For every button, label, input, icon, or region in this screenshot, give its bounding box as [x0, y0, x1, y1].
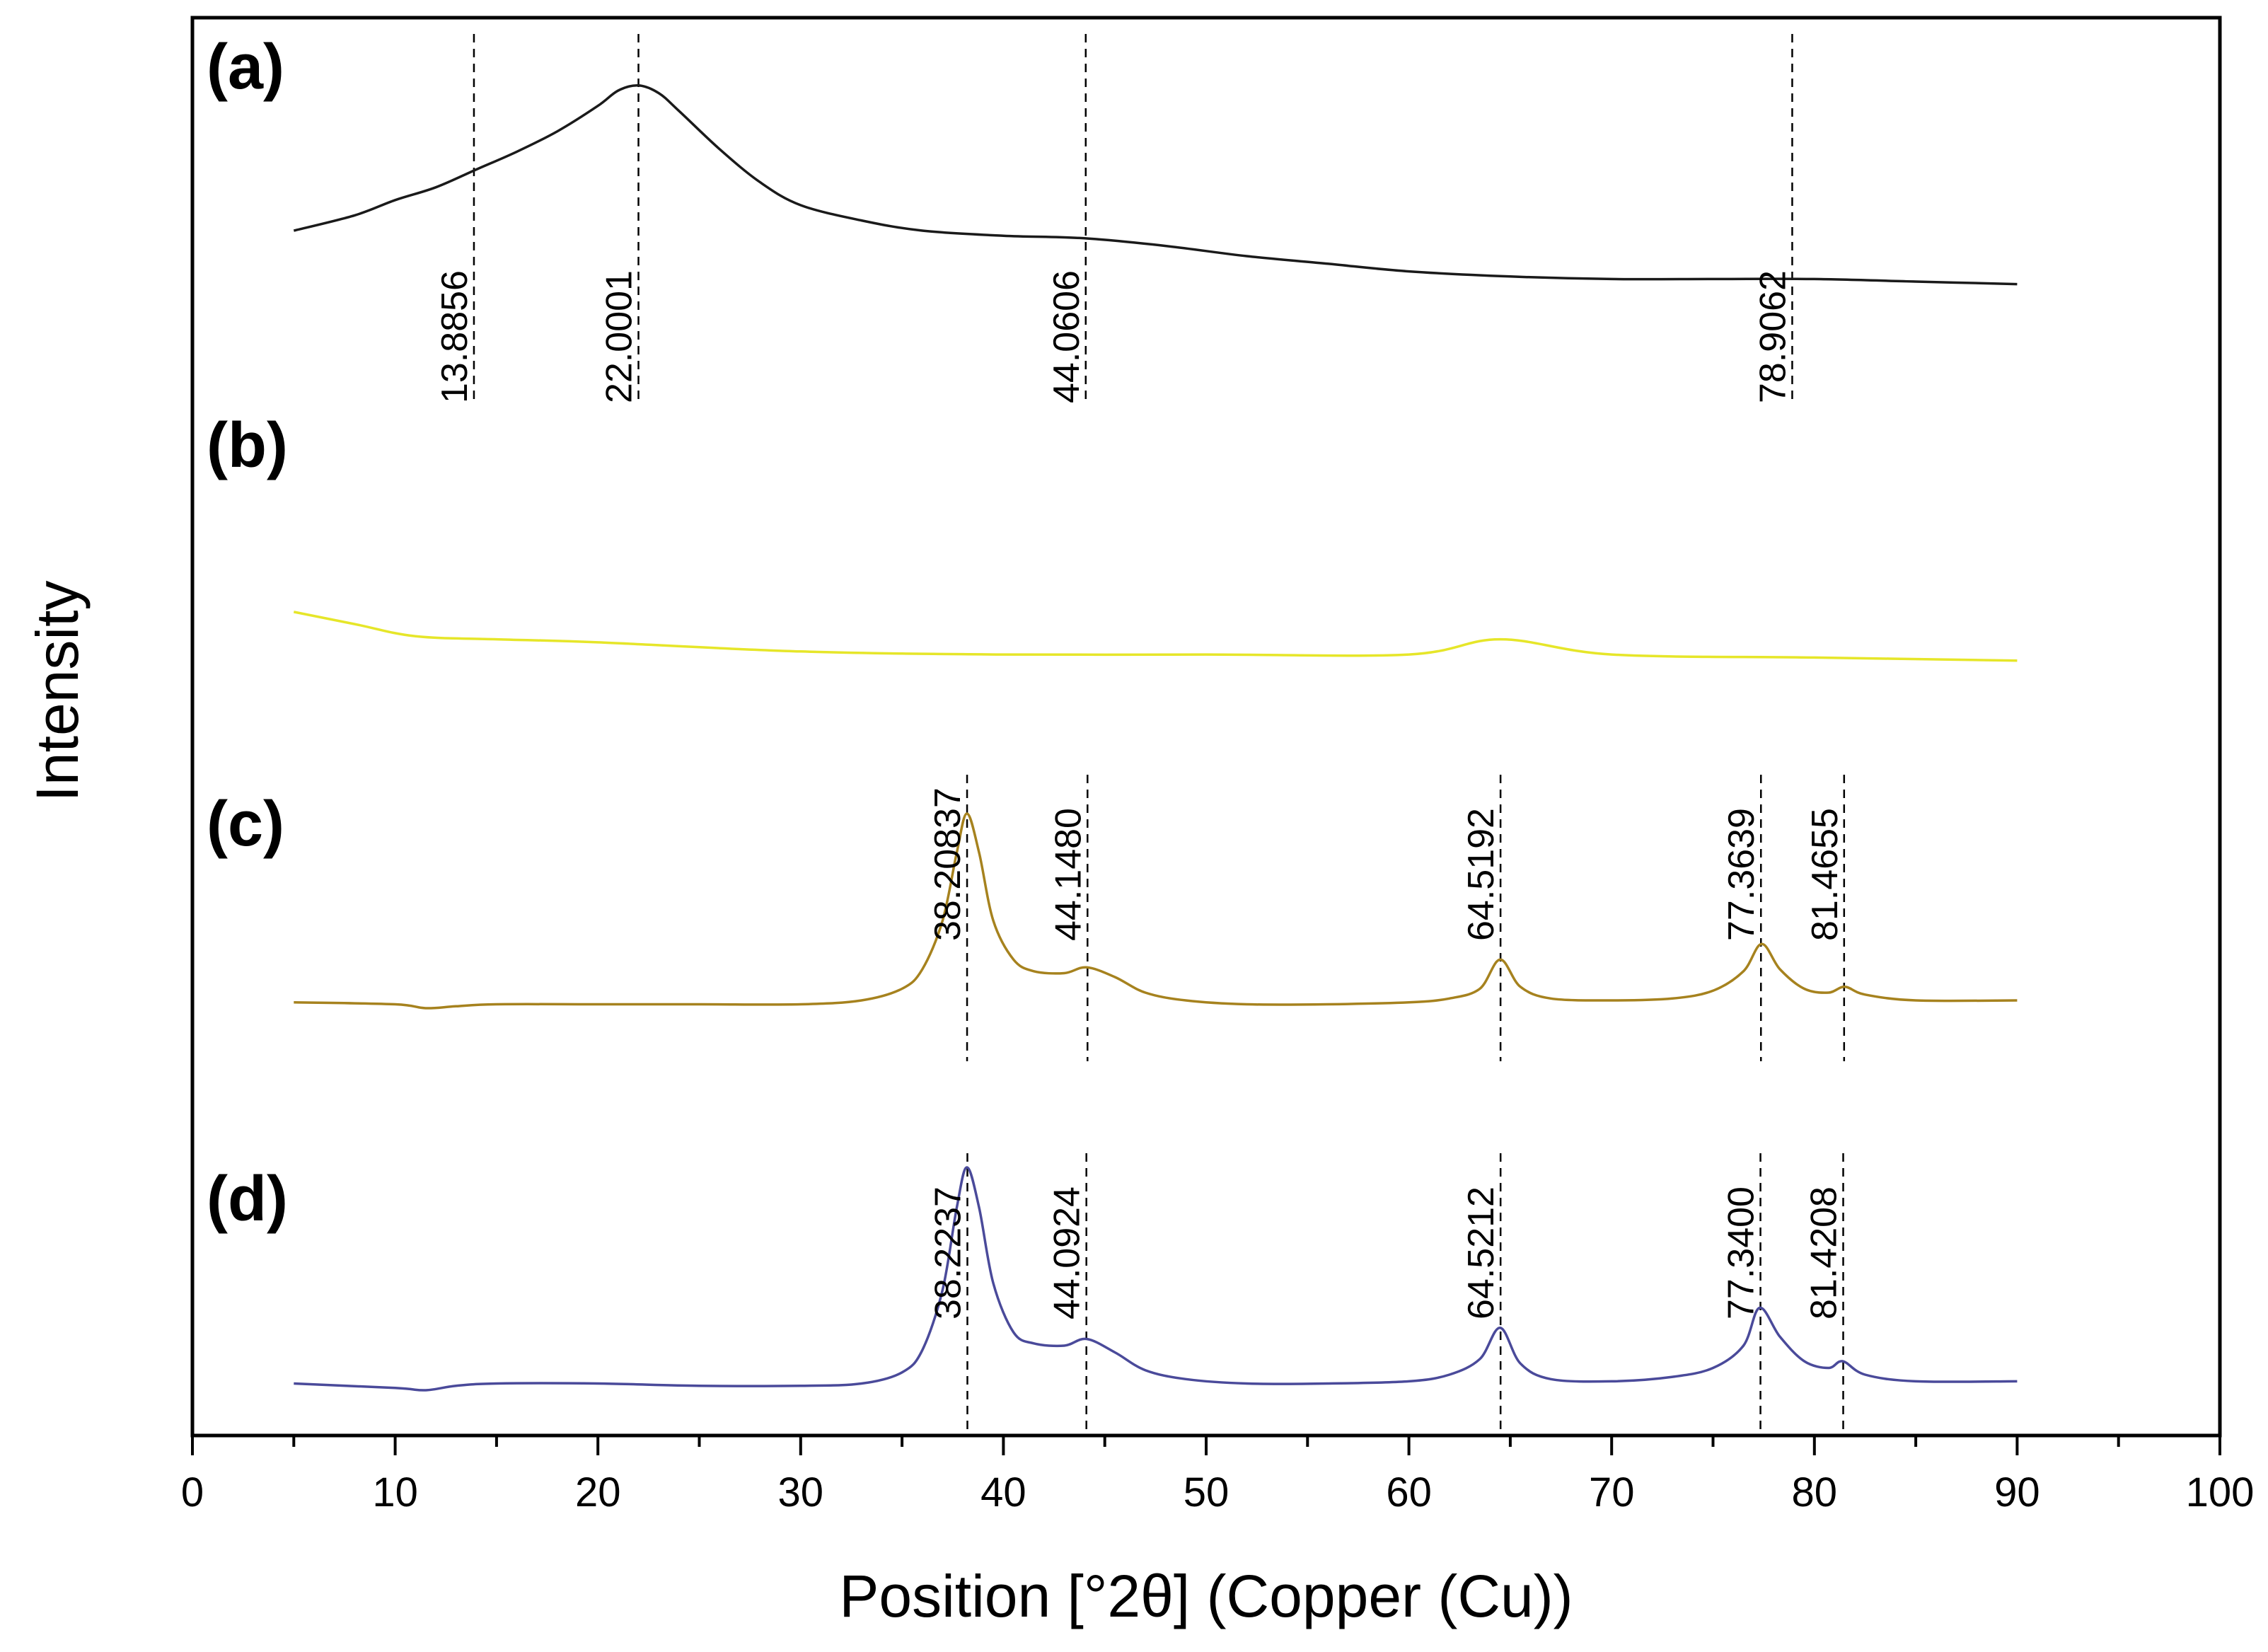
- series-line-3: [294, 812, 2018, 1010]
- peak-label: 44.1480: [1048, 808, 1089, 941]
- peak-label: 13.8856: [434, 270, 475, 403]
- x-axis-ticks: 0 10 20 30 40 50 60 70 80 90 100: [181, 1436, 2255, 1515]
- peak-label: 38.2237: [927, 1186, 968, 1319]
- series-line-4: [294, 1166, 2018, 1392]
- y-axis-title: Intensity: [24, 581, 91, 802]
- panel-label: (b): [207, 410, 288, 481]
- peak-label: 64.5192: [1461, 808, 1502, 941]
- peak-label: 77.3400: [1721, 1186, 1762, 1319]
- series-line-2: [293, 611, 2018, 662]
- series-line-1: [293, 83, 2018, 286]
- x-tick-label: 90: [1994, 1469, 2040, 1515]
- x-tick-label: 100: [2186, 1469, 2255, 1515]
- peak-label: 44.0606: [1046, 270, 1087, 403]
- x-tick-label: 40: [980, 1469, 1026, 1515]
- panel-label: (a): [207, 32, 284, 103]
- labels: (a) 13.8856 22.0001 44.0606 78.9062 (b) (c) 38.…: [207, 32, 1846, 1319]
- x-tick-label: 10: [372, 1469, 418, 1515]
- panel-label: (c): [207, 789, 284, 860]
- x-tick-label: 60: [1386, 1469, 1432, 1515]
- peak-label: 81.4655: [1805, 808, 1846, 941]
- x-tick-label: 50: [1184, 1469, 1230, 1515]
- plot-frame: [190, 16, 2222, 1438]
- x-tick-label: 20: [575, 1469, 621, 1515]
- peak-label: 22.0001: [599, 270, 640, 403]
- peak-label: 78.9062: [1752, 270, 1793, 403]
- peak-label: 77.3639: [1721, 808, 1762, 941]
- x-tick-label: 30: [778, 1469, 824, 1515]
- peak-guides: [473, 34, 1846, 1429]
- series-lines: [293, 83, 2018, 1392]
- peak-label: 38.20837: [927, 787, 968, 941]
- x-tick-label: 80: [1792, 1469, 1838, 1515]
- x-tick-label: 70: [1589, 1469, 1635, 1515]
- peak-label: 81.4208: [1804, 1186, 1845, 1319]
- peak-label: 44.0924: [1047, 1186, 1088, 1319]
- x-tick-label: 0: [181, 1469, 204, 1515]
- peak-label: 64.5212: [1461, 1186, 1502, 1319]
- x-axis-title: Position [°2θ] (Copper (Cu)): [839, 1563, 1573, 1629]
- panel-label: (d): [207, 1164, 288, 1235]
